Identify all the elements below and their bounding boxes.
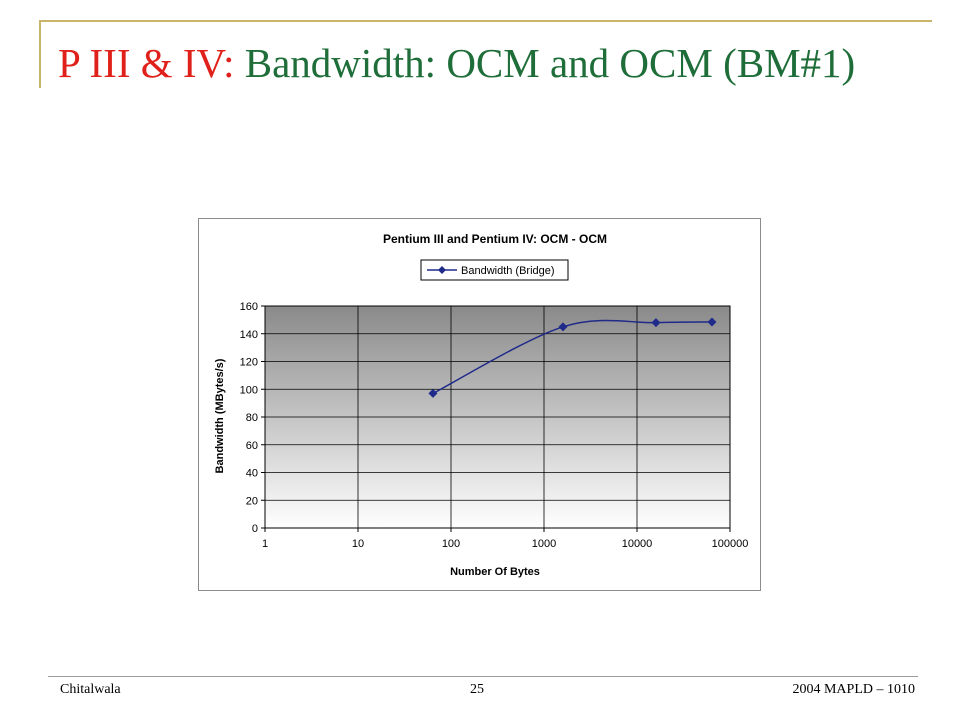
- x-tick-label: 10000: [622, 538, 653, 550]
- y-tick-label: 20: [246, 495, 258, 507]
- grid-lines: [265, 306, 730, 528]
- slide-title-prefix: P III & IV:: [58, 40, 235, 86]
- decorative-vertical-rule: [39, 20, 41, 88]
- x-tick-label: 1: [262, 538, 268, 550]
- footer-author: Chitalwala: [60, 682, 121, 697]
- y-tick-label: 80: [246, 412, 258, 424]
- slide-title: P III & IV: Bandwidth: OCM and OCM (BM#1…: [58, 36, 918, 90]
- legend-label: Bandwidth (Bridge): [461, 265, 555, 277]
- x-tick-label: 100000: [712, 538, 749, 550]
- y-axis-label: Bandwidth (MBytes/s): [214, 358, 226, 473]
- y-tick-label: 40: [246, 468, 258, 480]
- slide-title-main: Bandwidth: OCM and OCM (BM#1): [234, 40, 856, 86]
- x-tick-label: 10: [352, 538, 364, 550]
- legend-marker: [438, 266, 446, 274]
- x-tick-label: 1000: [532, 538, 556, 550]
- x-tick-label: 100: [442, 538, 460, 550]
- decorative-horizontal-rule: [39, 20, 932, 22]
- y-tick-label: 120: [240, 357, 258, 369]
- data-point: [428, 388, 438, 398]
- footer-conference: 2004 MAPLD – 1010: [792, 682, 915, 697]
- bandwidth-chart: Pentium III and Pentium IV: OCM - OCM Ba…: [214, 232, 749, 578]
- y-tick-label: 140: [240, 329, 258, 341]
- footer-page-number: 25: [470, 682, 484, 697]
- y-tick-label: 100: [240, 384, 258, 396]
- footer-divider: [48, 676, 918, 677]
- y-tick-label: 60: [246, 440, 258, 452]
- data-point: [558, 322, 568, 332]
- axes: 0 20 40 60 80 100 120 140 160 1 10 100 1000 10000 1000…: [240, 301, 749, 550]
- data-point: [707, 317, 717, 327]
- y-tick-label: 0: [252, 523, 258, 535]
- series-layer: [428, 317, 717, 398]
- chart-legend: Bandwidth (Bridge): [420, 259, 569, 281]
- data-point: [651, 318, 661, 328]
- x-axis-label: Number Of Bytes: [450, 566, 540, 578]
- series-line-0: [432, 319, 712, 395]
- chart-container: Pentium III and Pentium IV: OCM - OCM Ba…: [198, 218, 761, 591]
- legend-box: [420, 259, 569, 281]
- chart-title: Pentium III and Pentium IV: OCM - OCM: [383, 232, 607, 246]
- y-tick-label: 160: [240, 301, 258, 313]
